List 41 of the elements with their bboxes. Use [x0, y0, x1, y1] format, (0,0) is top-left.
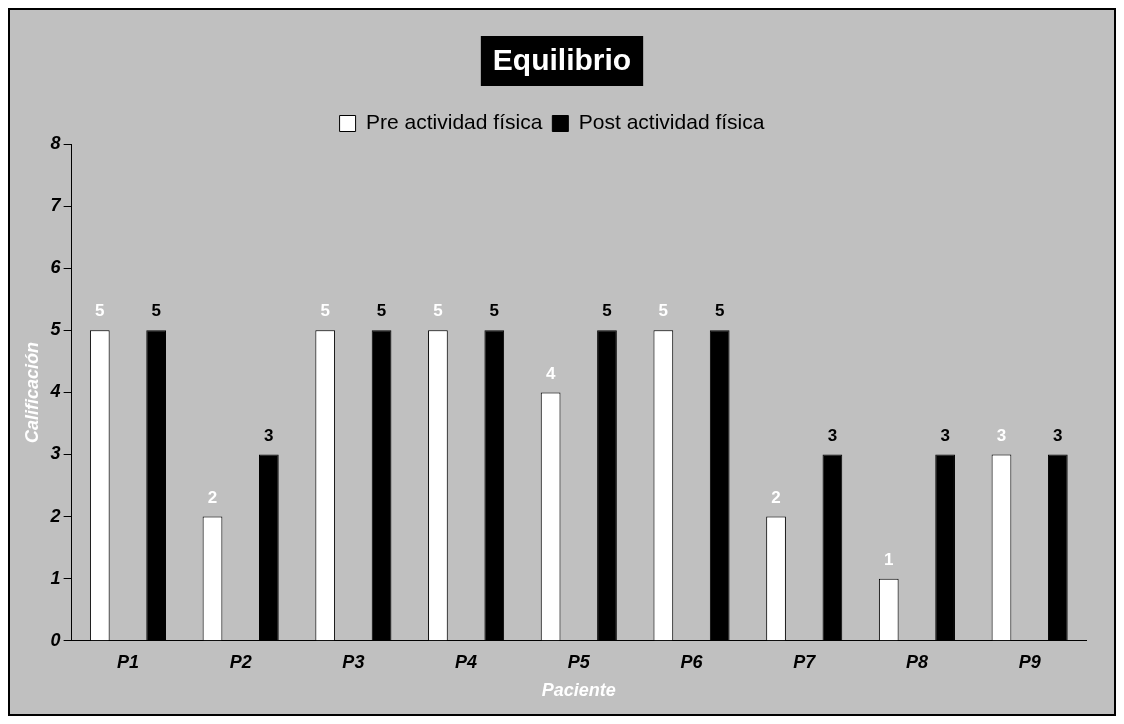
data-label: 2	[771, 487, 781, 507]
legend-label: Pre actividad física	[366, 110, 543, 134]
chart-title: Equilibrio	[492, 43, 632, 77]
data-label: 5	[151, 301, 161, 321]
x-tick-label: P1	[116, 651, 139, 672]
data-label: 5	[714, 301, 725, 321]
y-tick-label: 3	[50, 443, 61, 464]
data-label: 5	[602, 301, 612, 321]
y-tick-label: 8	[50, 132, 61, 153]
legend-label: Post actividad física	[578, 110, 765, 134]
data-label: 2	[207, 487, 218, 507]
data-label: 5	[658, 301, 669, 321]
data-label: 5	[433, 301, 443, 321]
data-label: 5	[489, 301, 500, 321]
x-tick-label: P6	[680, 651, 704, 672]
x-tick-label: P9	[1018, 651, 1041, 672]
x-tick-label: P5	[567, 651, 591, 672]
data-label: 3	[264, 425, 274, 445]
data-label: 5	[320, 301, 330, 321]
y-tick-label: 4	[49, 381, 61, 402]
data-label: 4	[545, 363, 556, 383]
x-tick-label: P2	[229, 651, 252, 672]
data-label: 1	[884, 549, 894, 569]
x-tick-label: P8	[905, 651, 928, 672]
y-tick-label: 1	[50, 567, 61, 588]
data-label: 3	[827, 425, 838, 445]
y-tick-label: 5	[50, 319, 62, 340]
data-label: 3	[1053, 425, 1063, 445]
x-tick-label: P7	[793, 651, 817, 672]
y-tick-label: 2	[49, 505, 61, 526]
y-tick-label: 7	[50, 195, 62, 216]
data-label: 5	[376, 301, 387, 321]
x-tick-label: P3	[342, 651, 365, 672]
x-tick-label: P4	[455, 651, 478, 672]
data-label: 3	[996, 425, 1007, 445]
x-axis-title: Paciente	[541, 680, 616, 701]
y-tick-label: 0	[50, 629, 61, 650]
data-label: 5	[95, 301, 105, 321]
y-axis-title: Calificación	[21, 341, 42, 443]
data-label: 3	[940, 425, 950, 445]
y-tick-label: 6	[50, 257, 62, 278]
